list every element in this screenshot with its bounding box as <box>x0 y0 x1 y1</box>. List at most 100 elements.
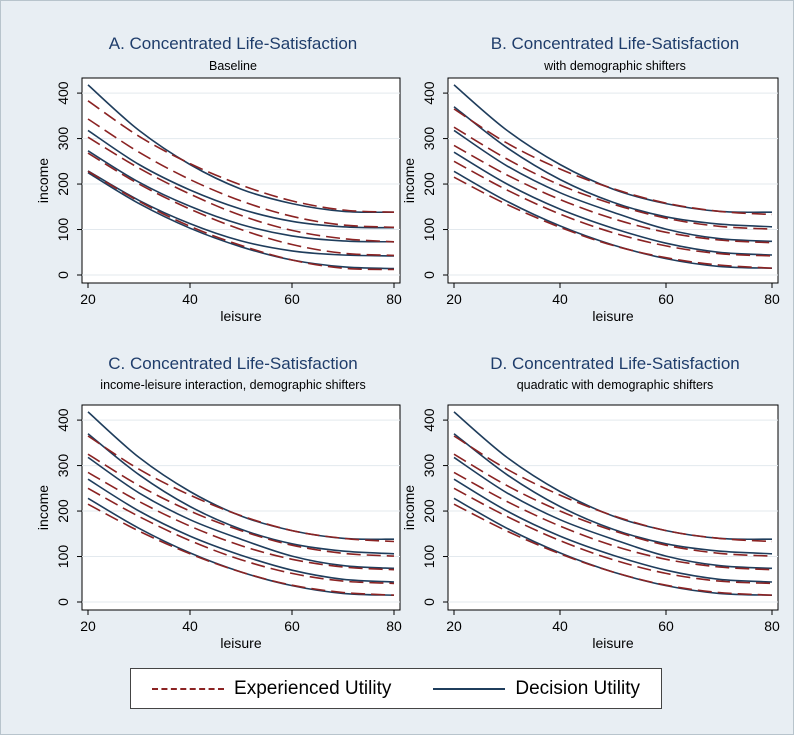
panel-b-series-decision <box>453 129 773 243</box>
panel-b-ytick-label: 400 <box>421 81 437 105</box>
panel-d-xtick-label: 60 <box>658 618 674 634</box>
panel-d-xlabel: leisure <box>592 635 633 651</box>
panel-d-series-experienced <box>453 503 773 596</box>
panel-d-series-decision <box>453 456 773 570</box>
panel-c-series-decision <box>87 433 395 555</box>
panel-c-ytick-label: 100 <box>55 545 71 569</box>
panel-c-ylabel: income <box>35 485 51 530</box>
panel-d-series-experienced <box>453 487 773 585</box>
panel-d-title: D. Concentrated Life-Satisfaction <box>490 354 739 373</box>
panel-b-ytick-label: 100 <box>421 218 437 242</box>
panel-d-xtick-label: 20 <box>446 618 462 634</box>
panel-a-xtick-label: 40 <box>182 291 198 307</box>
panel-a-ytick-label: 200 <box>55 172 71 196</box>
panel-c: C. Concentrated Life-Satisfaction income-… <box>35 354 402 651</box>
panel-a-ytick-label: 100 <box>55 218 71 242</box>
panel-b-series-experienced <box>453 144 773 244</box>
panel-c-plot-area <box>81 404 401 611</box>
panel-b-xtick-label: 20 <box>446 291 462 307</box>
panel-a-subtitle: Baseline <box>209 59 257 73</box>
panel-c-series-experienced <box>87 487 395 585</box>
panel-a-series-decision <box>87 150 395 243</box>
panel-c-xtick-label: 60 <box>284 618 300 634</box>
panel-b-xtick-label: 40 <box>552 291 568 307</box>
legend-label-decision: Decision Utility <box>515 677 640 699</box>
panel-b-xtick-label: 80 <box>764 291 780 307</box>
panel-c-series-experienced <box>87 503 395 596</box>
panel-c-series-experienced <box>87 453 395 557</box>
panel-a-series-experienced <box>87 152 395 257</box>
panel-c-ytick-label: 200 <box>55 499 71 523</box>
panel-b-subtitle: with demographic shifters <box>543 59 686 73</box>
panel-a-series-decision <box>87 84 395 214</box>
panel-b-series-experienced <box>453 160 773 257</box>
panel-c-ytick-label: 400 <box>55 408 71 432</box>
panel-c-series-decision <box>87 478 395 583</box>
panel-b-ylabel: income <box>401 158 417 203</box>
panel-c-ytick-label: 0 <box>55 598 71 606</box>
panel-b-xtick-label: 60 <box>658 291 674 307</box>
panel-d-ytick-label: 400 <box>421 408 437 432</box>
panel-c-xtick-label: 40 <box>182 618 198 634</box>
panel-b-title: B. Concentrated Life-Satisfaction <box>491 34 740 53</box>
panel-b-ytick-label: 0 <box>421 271 437 279</box>
panel-a-series-decision <box>87 172 395 270</box>
legend-item-decision: Decision Utility <box>433 678 640 700</box>
panel-b-ytick-label: 200 <box>421 172 437 196</box>
panel-a-ylabel: income <box>35 158 51 203</box>
panel-a-plot-area <box>81 77 401 284</box>
panel-a-series-experienced <box>87 136 395 243</box>
panel-b-series-decision <box>453 106 773 228</box>
panel-a-series-experienced <box>87 118 395 229</box>
legend-item-experienced: Experienced Utility <box>152 678 391 700</box>
panel-a-xlabel: leisure <box>220 308 261 324</box>
legend-swatch-experienced <box>152 687 225 690</box>
panel-d-xtick-label: 80 <box>764 618 780 634</box>
panel-d-xtick-label: 40 <box>552 618 568 634</box>
panel-d-series-experienced <box>453 453 773 557</box>
panel-c-title: C. Concentrated Life-Satisfaction <box>108 354 357 373</box>
panel-a-ytick-label: 400 <box>55 81 71 105</box>
panel-c-ytick-label: 300 <box>55 454 71 478</box>
panel-c-series-experienced <box>87 471 395 571</box>
panel-b: B. Concentrated Life-Satisfaction with de… <box>401 34 780 324</box>
panel-b-plot-area <box>447 77 779 284</box>
legend: Experienced Utility Decision Utility <box>130 668 662 709</box>
panel-a-xtick-label: 80 <box>386 291 402 307</box>
panel-c-subtitle: income-leisure interaction, demographic … <box>100 378 365 392</box>
panel-a-series-decision <box>87 129 395 229</box>
panel-c-xlabel: leisure <box>220 635 261 651</box>
panel-d-series-experienced <box>453 435 773 543</box>
panel-c-series-decision <box>87 456 395 570</box>
panel-b-series-decision <box>453 151 773 256</box>
panel-b-ytick-label: 300 <box>421 127 437 151</box>
panel-a: A. Concentrated Life-Satisfaction Baselin… <box>35 34 402 324</box>
panel-b-xlabel: leisure <box>592 308 633 324</box>
panel-a-xtick-label: 20 <box>80 291 96 307</box>
panel-d: D. Concentrated Life-Satisfaction quadrat… <box>401 354 780 651</box>
panel-d-ytick-label: 100 <box>421 545 437 569</box>
panel-d-subtitle: quadratic with demographic shifters <box>517 378 714 392</box>
panel-a-ytick-label: 0 <box>55 271 71 279</box>
panel-d-ytick-label: 0 <box>421 598 437 606</box>
legend-swatch-decision <box>433 687 506 690</box>
panel-d-series-decision <box>453 433 773 555</box>
legend-label-experienced: Experienced Utility <box>234 677 392 699</box>
panel-a-series-experienced <box>87 170 395 271</box>
panel-d-ytick-label: 200 <box>421 499 437 523</box>
panel-a-title: A. Concentrated Life-Satisfaction <box>109 34 358 53</box>
panel-a-series-decision <box>87 170 395 257</box>
panel-a-xtick-label: 60 <box>284 291 300 307</box>
panel-d-series-decision <box>453 478 773 583</box>
panel-b-series-experienced <box>453 108 773 216</box>
panel-a-ytick-label: 300 <box>55 127 71 151</box>
panel-a-series-experienced <box>87 100 395 213</box>
panel-c-series-experienced <box>87 435 395 543</box>
panel-c-xtick-label: 20 <box>80 618 96 634</box>
panel-b-series-experienced <box>453 126 773 230</box>
panel-d-ytick-label: 300 <box>421 454 437 478</box>
panel-d-series-experienced <box>453 471 773 571</box>
panel-c-xtick-label: 80 <box>386 618 402 634</box>
panel-b-series-experienced <box>453 176 773 269</box>
